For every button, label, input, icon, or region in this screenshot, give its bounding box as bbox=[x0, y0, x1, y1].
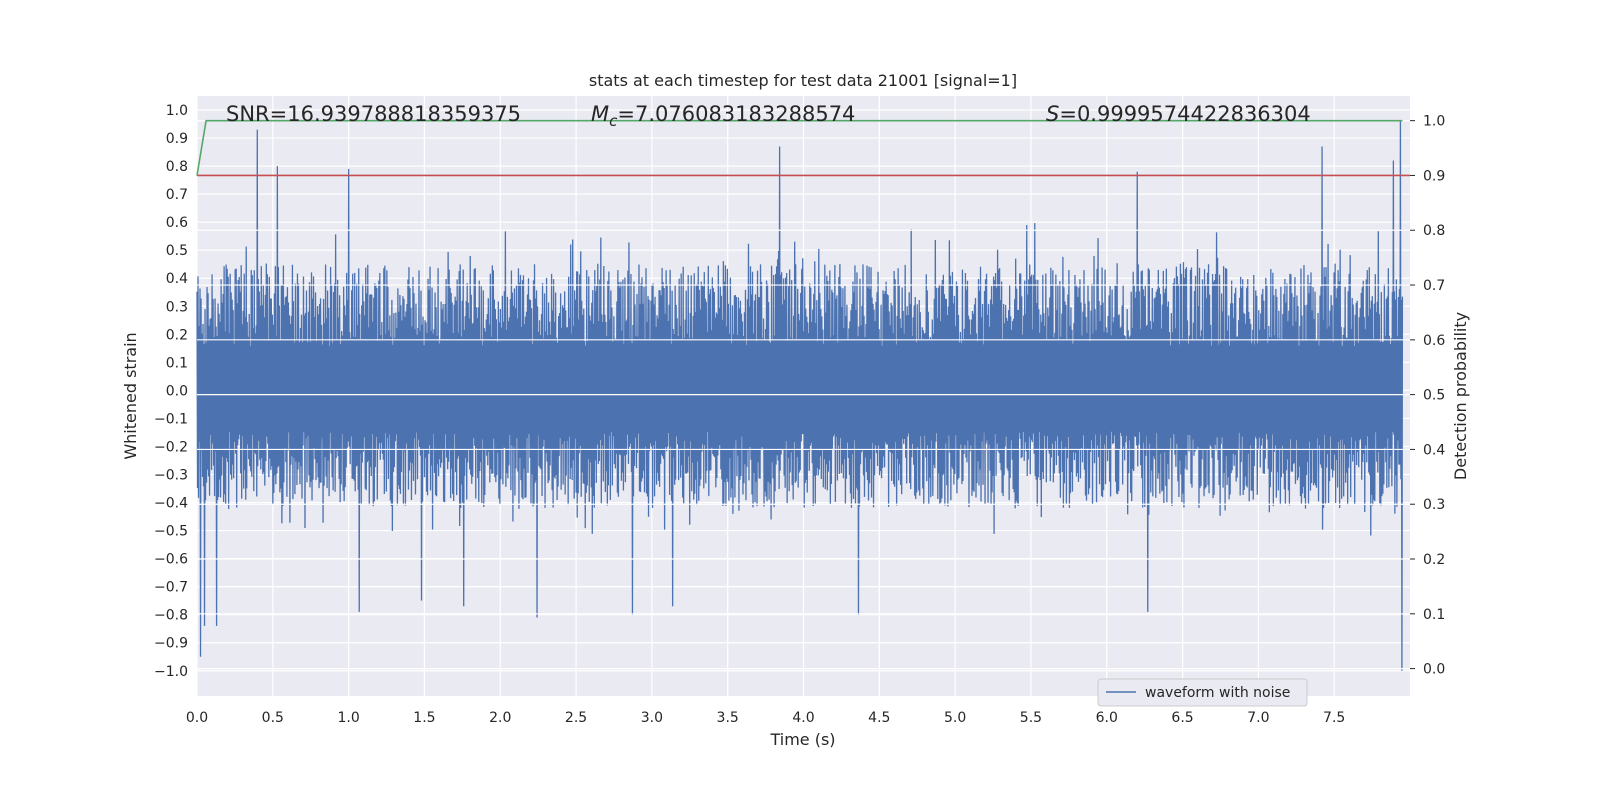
waveform-trace bbox=[196, 121, 1404, 671]
x-tick-label: 2.5 bbox=[565, 710, 587, 726]
y-left-tick-label: −0.3 bbox=[154, 468, 188, 484]
x-tick-label: 6.0 bbox=[1096, 710, 1118, 726]
y-left-tick-labels: 1.0 0.9 0.8 0.7 0.6 0.5 0.4 0.3 0.2 0.1 0.0 −0.1 −0.… bbox=[154, 103, 188, 680]
y-right-tick-label: 0.8 bbox=[1423, 223, 1445, 239]
y-right-tick-label: 0.0 bbox=[1423, 662, 1445, 678]
y-left-tick-label: −0.7 bbox=[154, 580, 188, 596]
legend: waveform with noise bbox=[1097, 678, 1308, 707]
x-tick-label: 7.5 bbox=[1323, 710, 1345, 726]
y-left-tick-label: −0.6 bbox=[154, 552, 188, 568]
y-left-tick-label: −0.9 bbox=[154, 636, 188, 652]
x-axis-label: Time (s) bbox=[769, 730, 835, 749]
y-right-tick-label: 0.9 bbox=[1423, 168, 1445, 184]
x-tick-label: 4.5 bbox=[868, 710, 890, 726]
y-right-axis-label: Detection probability bbox=[1451, 312, 1470, 480]
y-left-tick-label: −1.0 bbox=[154, 664, 188, 680]
y-left-tick-label: −0.4 bbox=[154, 496, 188, 512]
y-left-tick-label: −0.1 bbox=[154, 411, 188, 427]
chirp-mass-annotation: Mc=7.076083183288574 bbox=[591, 102, 855, 130]
x-tick-label: 0.5 bbox=[262, 710, 284, 726]
y-left-tick-label: 0.0 bbox=[166, 383, 188, 399]
probability-line bbox=[196, 119, 1403, 176]
x-tick-label: 3.5 bbox=[717, 710, 739, 726]
x-tick-label: 2.0 bbox=[489, 710, 511, 726]
y-left-tick-label: 0.2 bbox=[166, 327, 188, 343]
s-annotation: S=0.9999574422836304 bbox=[1046, 102, 1311, 126]
s-symbol: S bbox=[1046, 102, 1059, 126]
y-left-axis-label: Whitened strain bbox=[121, 332, 140, 459]
y-right-tick-label: 0.7 bbox=[1423, 278, 1445, 294]
y-left-tick-label: 0.4 bbox=[166, 271, 188, 287]
x-tick-label: 7.0 bbox=[1247, 710, 1269, 726]
s-value: =0.9999574422836304 bbox=[1059, 102, 1310, 126]
x-tick-label: 5.5 bbox=[1020, 710, 1042, 726]
y-right-tick-labels: 1.0 0.9 0.8 0.7 0.6 0.5 0.4 0.3 0.2 0.1 0.0 bbox=[1410, 114, 1445, 678]
y-right-tick-label: 0.1 bbox=[1423, 607, 1445, 623]
x-tick-labels: 0.0 0.5 1.0 1.5 2.0 2.5 3.0 3.5 4.0 4.5 5.0 5.5 6.0 6… bbox=[186, 710, 1345, 726]
y-right-tick-label: 0.3 bbox=[1423, 497, 1445, 513]
x-tick-label: 5.0 bbox=[944, 710, 966, 726]
x-tick-label: 4.0 bbox=[792, 710, 814, 726]
y-right-tick-label: 1.0 bbox=[1423, 114, 1445, 130]
x-tick-label: 1.5 bbox=[413, 710, 435, 726]
x-tick-label: 6.5 bbox=[1171, 710, 1193, 726]
legend-label-waveform: waveform with noise bbox=[1145, 685, 1290, 701]
y-left-tick-label: 0.7 bbox=[166, 187, 188, 203]
mc-symbol: M bbox=[591, 102, 609, 126]
x-tick-label: 1.0 bbox=[337, 710, 359, 726]
x-tick-label: 0.0 bbox=[186, 710, 208, 726]
probability-lines bbox=[196, 119, 1410, 177]
y-right-tick-label: 0.2 bbox=[1423, 552, 1445, 568]
x-tick-label: 3.0 bbox=[641, 710, 663, 726]
snr-annotation: SNR=16.939788818359375 bbox=[226, 102, 521, 126]
y-right-tick-label: 0.5 bbox=[1423, 388, 1445, 404]
mc-subscript: c bbox=[609, 112, 618, 130]
y-left-tick-label: 1.0 bbox=[166, 103, 188, 119]
y-right-tick-label: 0.6 bbox=[1423, 333, 1445, 349]
y-left-tick-label: 0.1 bbox=[166, 355, 188, 371]
y-left-tick-label: −0.8 bbox=[154, 608, 188, 624]
waveform-line bbox=[196, 121, 1404, 671]
y-left-tick-label: 0.9 bbox=[166, 131, 188, 147]
y-left-tick-label: 0.8 bbox=[166, 159, 188, 175]
y-right-tick-label: 0.4 bbox=[1423, 442, 1445, 458]
y-left-tick-label: 0.5 bbox=[166, 243, 188, 259]
y-left-tick-label: 0.3 bbox=[166, 299, 188, 315]
legend-box bbox=[1097, 678, 1308, 707]
y-left-tick-label: −0.2 bbox=[154, 439, 188, 455]
y-left-tick-label: 0.6 bbox=[166, 215, 188, 231]
chart-title: stats at each timestep for test data 210… bbox=[589, 71, 1017, 90]
y-left-tick-label: −0.5 bbox=[154, 524, 188, 540]
mc-value: =7.076083183288574 bbox=[617, 102, 855, 126]
